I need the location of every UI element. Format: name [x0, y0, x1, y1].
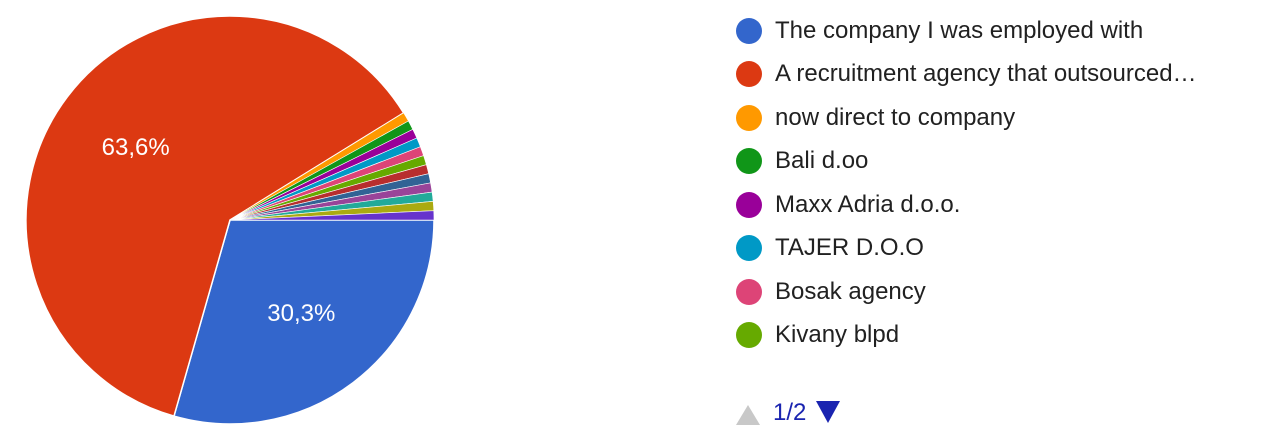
pie-labels: 30,3% 63,6% [102, 134, 336, 327]
slice-1 [25, 15, 405, 418]
legend-swatch [736, 148, 762, 175]
next-page-arrow-icon[interactable] [816, 401, 841, 423]
legend-label: Bali d.oo [775, 147, 869, 175]
legend-label: A recruitment agency that outsourced… [775, 60, 1197, 88]
legend-item: Kivany blpd [736, 314, 1197, 358]
legend-swatch [736, 104, 762, 131]
legend-swatch [736, 17, 762, 44]
slice-extra-5 [229, 210, 435, 221]
legend-item: The company I was employed with [736, 9, 1197, 53]
legend-label: Maxx Adria d.o.o. [775, 190, 961, 218]
legend-label: now direct to company [775, 103, 1016, 131]
legend-label: Kivany blpd [775, 321, 900, 349]
legend-item: A recruitment agency that outsourced… [736, 53, 1197, 97]
legend-item: Bali d.oo [736, 140, 1197, 184]
legend-pager: 1/2 [736, 396, 841, 430]
legend-item: now direct to company [736, 96, 1197, 140]
legend-label: The company I was employed with [775, 16, 1144, 44]
legend-item: Maxx Adria d.o.o. [736, 183, 1197, 227]
legend-swatch [736, 191, 762, 218]
legend-label: Bosak agency [775, 277, 926, 305]
legend-swatch [736, 61, 762, 88]
slice-0 [173, 219, 435, 425]
legend-swatch [736, 278, 762, 305]
previous-page-arrow-icon[interactable] [736, 405, 760, 425]
slice-1-label: 63,6% [102, 134, 170, 161]
legend: The company I was employed with A recruit… [736, 9, 1197, 357]
legend-swatch [736, 322, 762, 349]
pie-slices [25, 15, 435, 425]
page-indicator: 1/2 [773, 399, 807, 426]
legend-item: TAJER D.O.O [736, 227, 1197, 271]
legend-label: TAJER D.O.O [775, 234, 924, 262]
slice-0-label: 30,3% [267, 300, 335, 327]
legend-item: Bosak agency [736, 270, 1197, 314]
legend-swatch [736, 235, 762, 262]
